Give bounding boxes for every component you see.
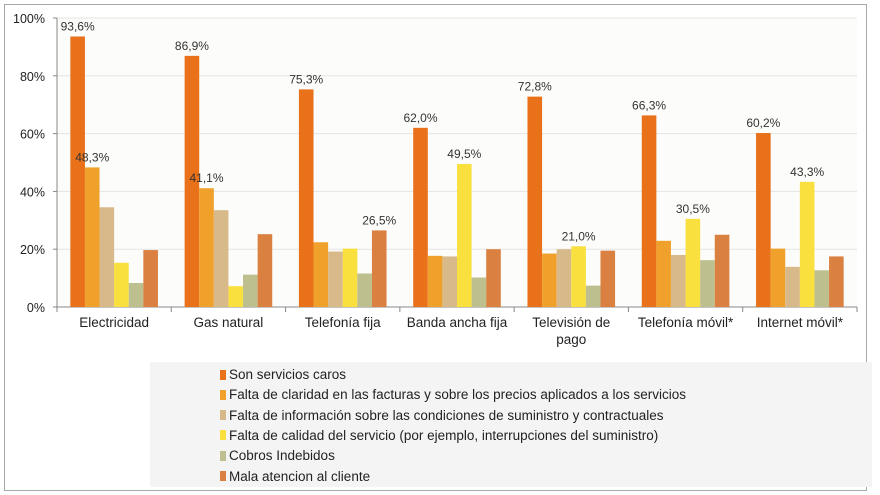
bar [770, 248, 786, 307]
x-category-label: Banda ancha fija [407, 315, 508, 330]
x-category-label: Gas natural [194, 315, 264, 330]
bar [814, 270, 830, 307]
legend-item: Falta de información sobre las condicion… [220, 408, 663, 423]
data-label: 62,0% [403, 111, 437, 125]
legend-label: Falta de claridad en las facturas y sobr… [229, 387, 686, 403]
legend-swatch [220, 450, 226, 461]
data-label: 93,6% [61, 19, 95, 33]
x-category-label: Electricidad [79, 315, 149, 330]
legend-label: Son servicios caros [229, 367, 347, 382]
data-label: 86,9% [175, 39, 209, 53]
bar [714, 234, 730, 307]
bar [328, 251, 343, 307]
data-label: 26,5% [362, 213, 396, 227]
bar [700, 260, 715, 307]
legend-item: Cobros Indebidos [220, 448, 335, 463]
bar [413, 127, 428, 307]
bar [457, 163, 472, 307]
bar [84, 167, 100, 307]
y-tick-label: 100% [13, 12, 45, 26]
bar [542, 253, 557, 307]
legend-swatch [220, 389, 226, 400]
legend-label: Falta de calidad del servicio (por ejemp… [229, 427, 659, 443]
bar [70, 36, 85, 307]
bar [114, 262, 129, 307]
x-category-label: Telefonía móvil* [638, 315, 734, 330]
data-label: 49,5% [447, 147, 481, 161]
bar [313, 242, 329, 307]
bar [585, 285, 601, 307]
data-label: 43,3% [790, 165, 824, 179]
data-label: 72,8% [518, 80, 552, 94]
x-category-label: Telefonía fija [305, 315, 381, 330]
bar [257, 234, 273, 307]
legend-item: Son servicios caros [220, 367, 346, 382]
y-tick-label: 60% [20, 128, 45, 142]
data-label: 75,3% [289, 72, 323, 86]
bar [471, 277, 487, 307]
legend-swatch [220, 471, 226, 481]
bar [799, 181, 815, 307]
data-label: 48,3% [75, 150, 109, 164]
legend-label: Mala atencion al cliente [229, 468, 371, 484]
bar [756, 133, 771, 307]
bar [128, 283, 144, 307]
data-label: 21,0% [562, 229, 596, 243]
bar [685, 218, 701, 307]
bar [298, 89, 314, 308]
legend-swatch [220, 430, 226, 441]
data-label: 66,3% [632, 98, 666, 112]
y-tick-label: 40% [20, 185, 45, 199]
bar [442, 256, 457, 307]
x-category-label: pago [556, 332, 586, 347]
bar [571, 246, 586, 307]
legend-label: Falta de información sobre las condicion… [229, 407, 664, 423]
data-label: 60,2% [746, 116, 780, 130]
bar [556, 249, 572, 307]
legend: Son servicios caros Falta de claridad en … [150, 362, 872, 487]
y-tick-label: 0% [27, 301, 45, 315]
data-label: 30,5% [676, 202, 710, 216]
data-label: 41,1% [190, 171, 224, 185]
bar-chart: 0% 20% 40% 60% 80% 100% Electricidad 93,6% 48,3%… [13, 12, 858, 347]
y-tick-label: 20% [20, 243, 45, 257]
bar [184, 55, 200, 307]
bar [357, 273, 372, 307]
bar [213, 210, 229, 307]
bar [427, 255, 443, 307]
bar [371, 230, 387, 307]
legend-item: Falta de calidad del servicio (por ejemp… [220, 428, 658, 443]
bar [785, 266, 800, 307]
x-category-label: Internet móvil* [757, 315, 844, 330]
bar [829, 256, 844, 307]
bar [600, 250, 616, 307]
bar [670, 254, 686, 307]
legend-swatch [220, 369, 226, 380]
legend-label: Cobros Indebidos [229, 448, 335, 464]
legend-item: Mala atencion al cliente [220, 469, 370, 484]
bar [527, 96, 543, 307]
x-category-label: Televisión de [532, 315, 610, 330]
bar [243, 274, 258, 307]
bar [199, 188, 214, 307]
bar [641, 115, 657, 307]
bar [486, 249, 501, 307]
y-tick-label: 80% [20, 70, 45, 84]
bar [143, 250, 158, 307]
bar [228, 286, 244, 307]
legend-item: Falta de claridad en las facturas y sobr… [220, 387, 686, 402]
bar [99, 207, 115, 307]
legend-swatch [220, 410, 226, 421]
bar [656, 240, 671, 307]
bar [342, 248, 358, 307]
